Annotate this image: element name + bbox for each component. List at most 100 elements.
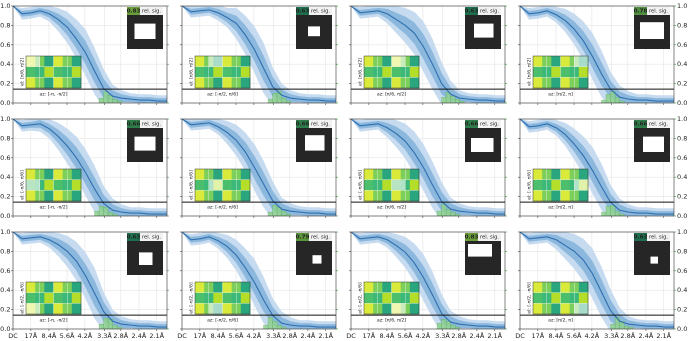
panel: az: [π/6, π/2] el: [π/6, π/2] 0.63 rel. sig… [349,5,507,105]
heatmap-cell [213,66,223,78]
inner-band [520,119,674,216]
heatmap-cell [240,179,251,191]
heatmap-cell [382,56,392,67]
badge-bg [127,7,163,15]
el-label: el: [-π/6, π/6] [20,170,26,200]
heatmap-cell [409,169,420,180]
hist-bar [441,319,447,329]
axes-frame [350,118,506,217]
heatmap-highlight [208,56,223,67]
heatmap-cell [364,292,374,304]
y2-tick-label: 1.0 [677,228,687,236]
inner-band [351,232,505,329]
x-tick-label: 3.3Å [435,331,450,340]
x-tick-label: DC [8,332,18,340]
heatmap-cell [551,303,561,315]
heatmap-cell [44,66,54,78]
y-tick-label: 0.4 [0,286,10,294]
hist-bar [98,97,104,103]
panel: DC 17Å 8.4Å 5.6Å 4.2Å 3.3Å 2.8Å 2.4Å 2.1Å 0.0 0.2 0… [515,228,687,340]
el-label: el: [-π/2, -π/6] [20,282,26,314]
heatmap-cell [240,77,251,89]
heatmap-cell [53,190,63,202]
hist-bar [454,98,460,103]
az-label: az: [π/6, π/2] [377,205,406,211]
mean-line [520,119,674,215]
inner-band [13,232,167,329]
panel: 0.0 0.2 0.4 0.6 0.8 1.0 az: [-π, -π/2] el: [-π/… [0,115,169,220]
axes-frame [12,118,168,217]
az-label: az: [-π/2, π/6] [207,205,238,211]
score-value: 0.66 [296,122,310,128]
score-badge [296,120,309,128]
y2-tick-label: 1.0 [677,115,687,123]
panel: DC 17Å 8.4Å 5.6Å 4.2Å 3.3Å 2.8Å 2.4Å 2.1Å az: [-π… [177,231,338,340]
heatmap-frame [532,281,589,315]
y-tick-label: 0.8 [0,247,10,255]
y-tick-label: 0.8 [0,21,10,29]
heatmap-cell [240,169,251,180]
heatmap-cell [53,303,63,315]
heatmap-cell [364,282,374,293]
axes-frame [12,231,168,330]
y-tick-label: 1.0 [0,228,10,236]
hist-bar [103,91,109,103]
heatmap-cell [578,190,589,202]
panel: 0.0 0.2 0.4 0.6 0.8 1.0 az: [π/2, π] el: [-π/6,… [518,115,687,220]
heatmap-cell [533,282,543,293]
mask-region [650,256,658,264]
hist-bar [103,207,109,216]
hist-bar [272,93,278,103]
heatmap-cell [391,66,401,78]
x-tick-label: 4.2Å [584,331,599,340]
el-label: el: [-π/2, -π/6] [527,282,533,314]
plot-area [13,6,167,103]
score-badge [634,233,647,241]
y2-tick-label: 0.4 [677,173,687,181]
heatmap-cell [71,303,82,315]
hist-bar [267,211,273,216]
score-value: 0.78 [634,9,648,15]
badge-bg [296,7,332,15]
hist-bar [267,317,273,329]
x-tick-label: 2.8Å [620,331,635,340]
hist-bar [107,95,113,103]
mask-region [134,136,156,151]
y-tick-label: 0.2 [0,80,10,88]
heatmap-cell [71,56,82,67]
heatmap-cell [391,282,401,293]
hist-bar [263,324,269,329]
heatmap-cell [533,190,543,202]
x-tick-label: DC [515,332,525,340]
heatmap-cell [409,303,420,315]
heatmap-cell [364,303,374,315]
y-tick-label: 0.2 [0,193,10,201]
x-tick-label: 4.2Å [77,331,92,340]
heatmap-highlight [574,179,588,191]
x-tick-label: 5.6Å [60,331,75,340]
mask-region [474,23,494,38]
hist-bar [272,205,278,216]
axes-frame [181,5,337,104]
el-label: el: [-π/6, π/6] [527,170,533,200]
heatmap-cell [71,169,82,180]
hist-bar [450,96,456,103]
heatmap-cell [560,190,570,202]
badge-label: rel. sig. [480,235,499,241]
y2-tick-label: 0.2 [677,80,687,88]
heatmap-frame [25,55,82,89]
y2-tick-label: 0.8 [677,134,687,142]
heatmap-cell [382,292,392,304]
heatmap-cell [578,292,589,304]
hist-bar [436,210,442,216]
y2-tick-label: 0.2 [677,193,687,201]
plot-area [182,119,336,216]
hist-bar [450,211,456,216]
inner-band [13,6,167,103]
heatmap-frame [194,168,251,202]
plot-area [182,232,336,329]
badge-bg [634,233,670,241]
el-label: el: [π/6, π/2] [20,58,26,86]
badge-label: rel. sig. [480,9,499,15]
heatmap-cell [26,77,36,89]
